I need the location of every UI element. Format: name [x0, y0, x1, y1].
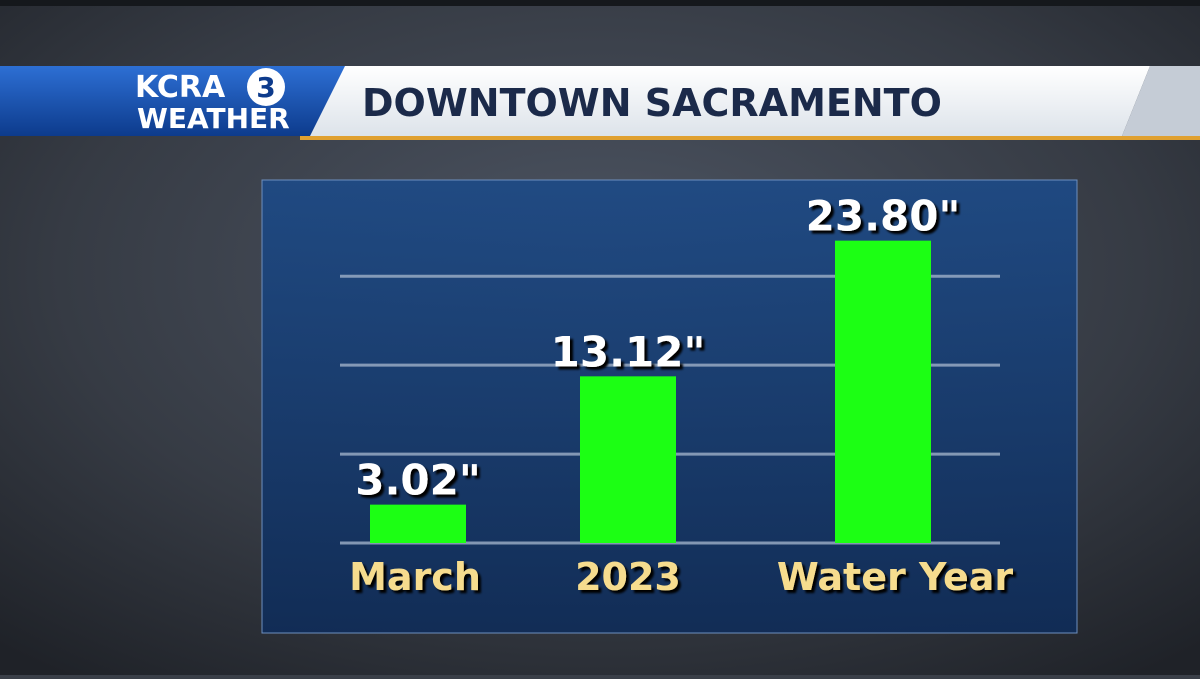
logo-number: 3 [256, 71, 275, 104]
logo-badge [247, 68, 285, 106]
bar [580, 376, 676, 543]
value-label: 23.80" [806, 192, 961, 241]
logo-brand: KCRA [135, 70, 226, 105]
x-tick-label: Water Year [777, 555, 1014, 599]
value-label: 3.02" [355, 456, 481, 505]
title-band [300, 66, 1150, 136]
plot: 3.02" March 13.12" 2023 23.80" Water Year [340, 192, 1013, 599]
title-band-end [1122, 66, 1200, 136]
bar [835, 240, 931, 543]
logo-label: WEATHER [137, 102, 290, 135]
top-edge [0, 0, 1200, 6]
x-tick-label: 2023 [575, 555, 681, 599]
chart-title: DOWNTOWN SACRAMENTO [362, 81, 942, 125]
bar [370, 504, 466, 543]
value-label: 13.12" [551, 327, 706, 376]
gold-rule [300, 136, 1200, 140]
x-tick-label: March [349, 555, 481, 599]
